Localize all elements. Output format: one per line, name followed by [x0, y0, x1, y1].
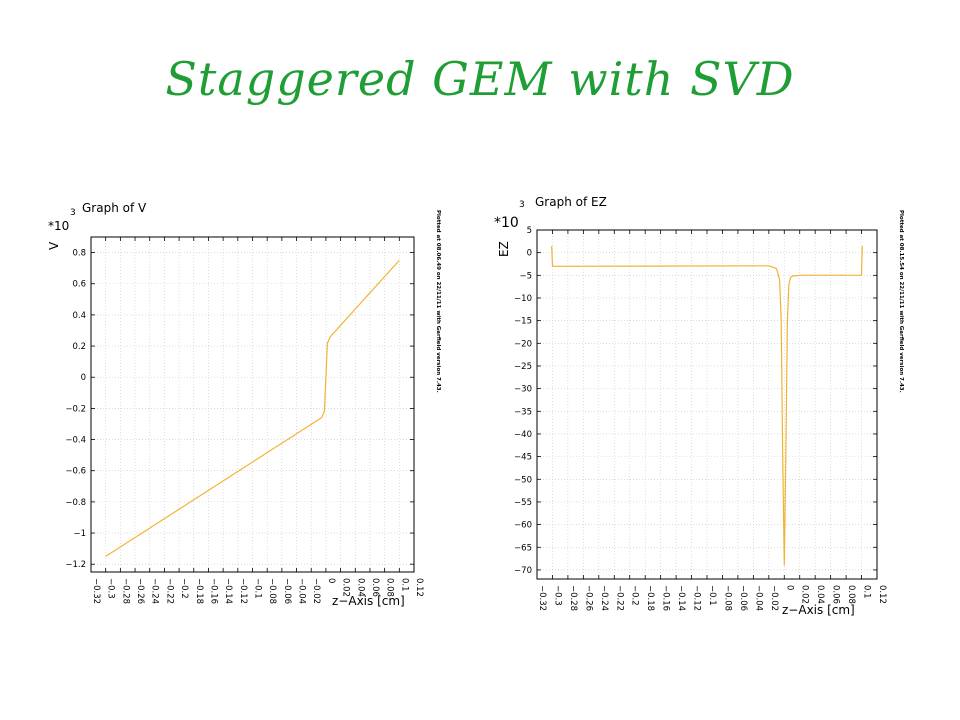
y-tick-label: −1.2: [65, 560, 86, 570]
x-tick-label: −0.18: [645, 585, 655, 611]
y-tick-label: 0.8: [72, 249, 86, 259]
x-tick-label: −0.24: [599, 585, 609, 611]
chart-title: Graph of V: [82, 201, 147, 215]
y-tick-label: −5: [519, 271, 532, 281]
y-tick-label: −70: [514, 566, 532, 576]
series-line: [551, 245, 863, 566]
x-tick-label: −0.16: [208, 578, 218, 604]
x-tick-label: 0: [326, 578, 336, 583]
x-tick-label: −0.3: [106, 578, 116, 599]
x-tick-label: 0: [784, 585, 794, 590]
y-tick-label: −1: [73, 529, 86, 539]
plot-footnote: Plotted at 08.15.54 on 22/11/11 with Gar…: [898, 210, 904, 393]
y-multiplier-exponent: 3: [70, 208, 76, 218]
chart-title: Graph of EZ: [535, 195, 607, 209]
y-tick-label: −10: [514, 294, 532, 304]
x-tick-label: −0.02: [769, 585, 779, 611]
y-tick-label: −50: [514, 475, 532, 485]
y-tick-label: 0: [527, 249, 532, 259]
x-tick-label: 0.12: [414, 578, 424, 597]
y-axis-label: V: [47, 241, 61, 250]
x-axis-label: z−Axis [cm]: [782, 603, 855, 617]
x-tick-label: −0.3: [552, 585, 562, 606]
y-tick-label: −15: [514, 317, 532, 327]
x-tick-label: −0.06: [282, 578, 292, 604]
x-tick-label: 0.08: [846, 585, 856, 604]
x-tick-label: −0.08: [722, 585, 732, 611]
y-tick-label: 0.4: [72, 311, 86, 321]
x-tick-label: −0.24: [150, 578, 160, 604]
x-tick-label: 0.06: [370, 578, 380, 597]
y-tick-label: −45: [514, 453, 532, 463]
y-tick-label: −35: [514, 407, 532, 417]
x-tick-label: 0.06: [831, 585, 841, 604]
y-tick-label: 0: [81, 373, 86, 383]
y-tick-label: −40: [514, 430, 532, 440]
x-tick-label: −0.12: [238, 578, 248, 604]
plot-footnote: Plotted at 08.06.49 on 22/11/11 with Gar…: [435, 210, 441, 393]
x-tick-label: −0.26: [583, 585, 593, 611]
y-tick-label: −60: [514, 521, 532, 531]
y-axis-label: EZ: [497, 241, 511, 257]
y-tick-label: −0.2: [65, 404, 86, 414]
x-tick-label: 0.08: [385, 578, 395, 597]
x-tick-label: −0.2: [179, 578, 189, 599]
y-tick-label: 0.2: [72, 342, 86, 352]
y-multiplier: *10: [494, 215, 519, 231]
x-tick-label: −0.02: [311, 578, 321, 604]
x-tick-label: 0.12: [877, 585, 887, 604]
x-tick-label: −0.28: [568, 585, 578, 611]
x-tick-label: −0.14: [676, 585, 686, 611]
x-tick-label: 0.02: [800, 585, 810, 604]
x-tick-label: −0.06: [738, 585, 748, 611]
x-tick-label: 0.04: [355, 578, 365, 597]
y-tick-label: −0.6: [65, 467, 86, 477]
y-tick-label: 0.6: [72, 280, 86, 290]
x-tick-label: −0.18: [194, 578, 204, 604]
x-tick-label: −0.22: [614, 585, 624, 611]
y-tick-label: −0.8: [65, 498, 86, 508]
x-tick-label: −0.16: [661, 585, 671, 611]
x-tick-label: −0.32: [91, 578, 101, 604]
x-tick-label: −0.2: [630, 585, 640, 606]
slide-title: Staggered GEM with SVD: [165, 52, 795, 106]
y-tick-label: −65: [514, 543, 532, 553]
x-axis-label: z−Axis [cm]: [332, 594, 405, 608]
x-tick-label: −0.08: [267, 578, 277, 604]
y-tick-label: −0.4: [65, 436, 86, 446]
x-tick-label: 0.1: [862, 585, 872, 599]
y-tick-label: −25: [514, 362, 532, 372]
y-tick-label: 5: [527, 226, 532, 236]
x-tick-label: −0.04: [297, 578, 307, 604]
series-line: [105, 259, 400, 557]
y-tick-label: −30: [514, 385, 532, 395]
y-tick-label: −20: [514, 339, 532, 349]
x-tick-label: −0.26: [135, 578, 145, 604]
x-tick-label: −0.22: [164, 578, 174, 604]
x-tick-label: 0.04: [815, 585, 825, 604]
x-tick-label: −0.1: [707, 585, 717, 606]
y-multiplier: *10: [48, 219, 69, 233]
x-tick-label: 0.02: [341, 578, 351, 597]
x-tick-label: 0.1: [399, 578, 409, 592]
y-tick-label: −55: [514, 498, 532, 508]
x-tick-label: −0.32: [537, 585, 547, 611]
x-tick-label: −0.04: [753, 585, 763, 611]
x-tick-label: −0.28: [120, 578, 130, 604]
x-tick-label: −0.12: [692, 585, 702, 611]
x-tick-label: −0.1: [253, 578, 263, 599]
y-multiplier-exponent: 3: [519, 200, 525, 210]
x-tick-label: −0.14: [223, 578, 233, 604]
